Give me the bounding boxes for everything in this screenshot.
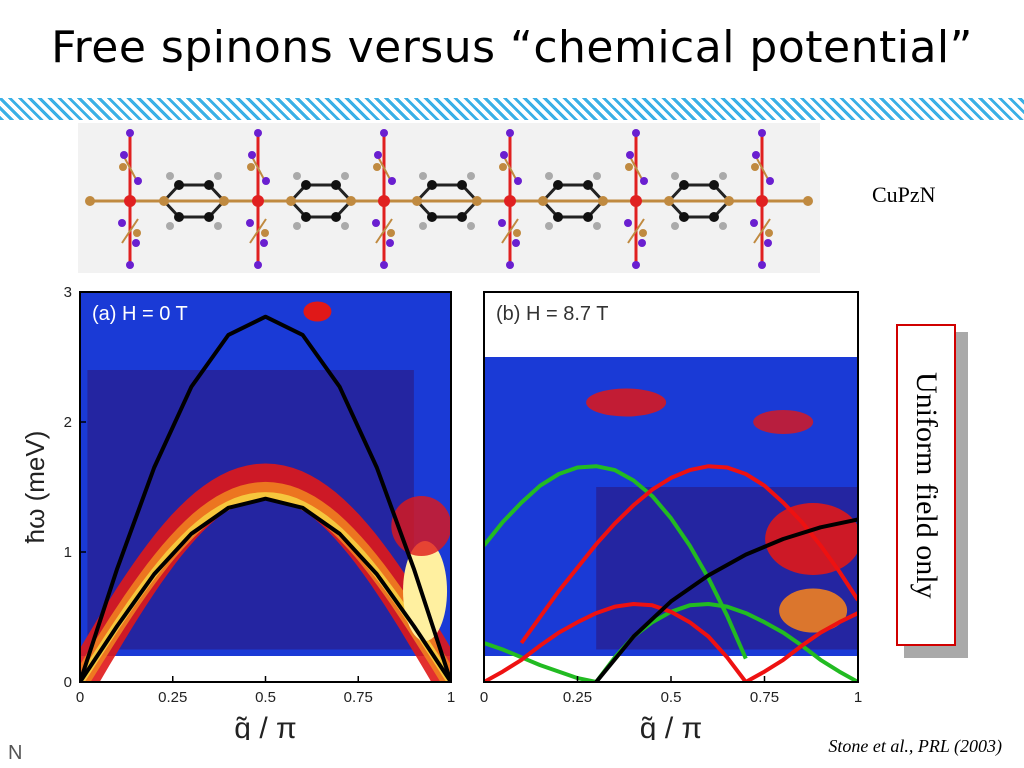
- hot-spot: [765, 503, 858, 575]
- copper-atom: [756, 195, 768, 207]
- x-tick-label: 0.75: [344, 689, 373, 706]
- intensity-map: [484, 357, 858, 682]
- copper-atom: [504, 195, 516, 207]
- panel-a: (a) H = 0 T 0 0.25 0.5 0.75 1 q̃ / π 0 1 2 3 ħω (me…: [20, 284, 455, 740]
- hot-spot: [586, 388, 667, 417]
- y-tick-label: 1: [64, 544, 72, 561]
- x-tick-label: 1: [447, 689, 455, 706]
- x-tick-label: 0: [480, 689, 488, 706]
- y-tick-label: 3: [64, 284, 72, 301]
- panel-label: (b) H = 8.7 T: [496, 303, 608, 325]
- copper-site-2: [246, 129, 270, 269]
- hot-spot: [303, 301, 332, 322]
- copper-atom: [630, 195, 642, 207]
- pyrazine-ring-1: [159, 172, 229, 230]
- pyrazine-ring-5: [664, 172, 734, 230]
- copper-atom: [378, 195, 390, 207]
- corner-mark: N: [8, 742, 23, 764]
- series-line-red-5: [484, 602, 748, 682]
- panel-label: (a) H = 0 T: [92, 303, 188, 325]
- x-tick-label: 0: [76, 689, 84, 706]
- hot-spot: [391, 496, 451, 556]
- hot-spot: [779, 588, 848, 633]
- spectra-figure: (a) H = 0 T 0 0.25 0.5 0.75 1 q̃ / π 0 1 2 3 ħω (me…: [20, 284, 862, 740]
- y-tick-label: 0: [64, 674, 72, 691]
- material-label: CuPzN: [872, 182, 936, 207]
- y-tick-label: 2: [64, 414, 72, 431]
- copper-site-3: [372, 129, 396, 269]
- copper-site-5: [624, 129, 648, 269]
- molecular-chain-diagram: [78, 123, 820, 273]
- chain-end-right: [803, 196, 813, 206]
- copper-site-4: [498, 129, 522, 269]
- copper-atom: [124, 195, 136, 207]
- x-tick-label: 0.75: [750, 689, 779, 706]
- x-tick-label: 1: [854, 689, 862, 706]
- title-divider-bar: [0, 98, 1024, 120]
- copper-atom: [252, 195, 264, 207]
- pyrazine-ring-2: [286, 172, 356, 230]
- series-line-red-6: [519, 464, 858, 645]
- callout-text: Uniform field only: [910, 371, 943, 599]
- citation: Stone et al., PRL (2003): [828, 736, 1002, 756]
- series-line-black-1: [80, 314, 451, 682]
- slide-title: Free spinons versus “chemical potential”: [51, 22, 973, 73]
- intensity-map: [80, 292, 451, 682]
- series-line-black-8: [594, 517, 858, 682]
- pyrazine-ring-4: [538, 172, 608, 230]
- series-line-green-1: [484, 464, 748, 660]
- copper-site-6: [750, 129, 774, 269]
- copper-site-1: [118, 129, 142, 269]
- series-line-red-7: [744, 611, 858, 682]
- callout-box: Uniform field only: [896, 324, 956, 646]
- pyrazine-ring-3: [412, 172, 482, 230]
- y-axis-label: ħω (meV): [20, 431, 50, 544]
- panel-b: (b) H = 8.7 T 0 0.25 0.5 0.75 1 q̃ / π: [480, 291, 862, 740]
- hot-spot: [753, 410, 814, 434]
- x-tick-label: 0.5: [661, 689, 682, 706]
- x-tick-label: 0.5: [255, 689, 276, 706]
- x-tick-label: 0.25: [158, 689, 187, 706]
- chain-end-left: [85, 196, 95, 206]
- x-axis-label: q̃ / π: [640, 712, 702, 740]
- x-axis-label: q̃ / π: [234, 712, 296, 740]
- x-tick-label: 0.25: [563, 689, 592, 706]
- series-line-black-2: [80, 496, 451, 682]
